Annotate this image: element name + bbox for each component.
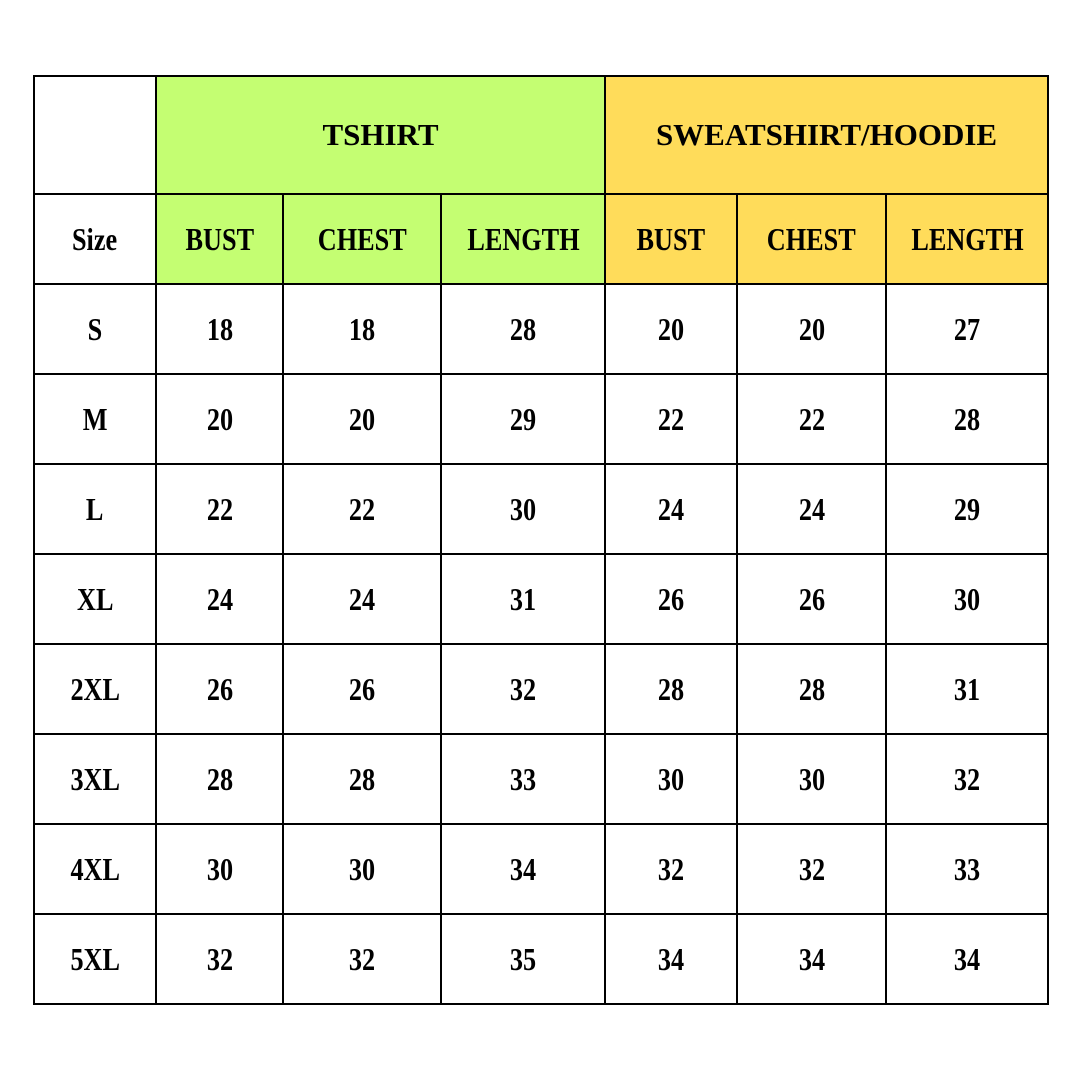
group-header-row: TSHIRT SWEATSHIRT/HOODIE	[33, 75, 1050, 195]
measurement-cell: 32	[736, 823, 887, 915]
column-header: BUST	[604, 193, 738, 285]
table-row: 2XL 26 26 32 28 28 31	[33, 643, 1050, 735]
measurement-cell: 32	[282, 913, 442, 1005]
measurement-cell: 30	[604, 733, 738, 825]
sweatshirt-group-header: SWEATSHIRT/HOODIE	[603, 75, 1050, 195]
measurement-cell: 34	[604, 913, 738, 1005]
table-row: L 22 22 30 24 24 29	[33, 463, 1050, 555]
size-label-cell: 4XL	[33, 823, 157, 915]
measurement-cell: 30	[440, 463, 606, 555]
tshirt-group-header: TSHIRT	[155, 75, 606, 195]
measurement-cell: 22	[736, 373, 887, 465]
empty-corner-cell	[33, 75, 157, 195]
measurement-cell: 24	[604, 463, 738, 555]
measurement-cell: 22	[282, 463, 442, 555]
measurement-cell: 32	[440, 643, 606, 735]
measurement-cell: 28	[440, 283, 606, 375]
table-row: 4XL 30 30 34 32 32 33	[33, 823, 1050, 915]
measurement-cell: 30	[884, 553, 1050, 645]
measurement-cell: 31	[440, 553, 606, 645]
measurement-cell: 33	[884, 823, 1050, 915]
measurement-cell: 24	[736, 463, 887, 555]
size-chart-table: TSHIRT SWEATSHIRT/HOODIE Size BUST CHEST LE…	[33, 75, 1050, 1005]
measurement-cell: 27	[884, 283, 1050, 375]
measurement-cell: 29	[440, 373, 606, 465]
measurement-cell: 31	[884, 643, 1050, 735]
size-label-cell: L	[33, 463, 157, 555]
measurement-cell: 18	[155, 283, 284, 375]
column-header: LENGTH	[884, 193, 1050, 285]
table-row: 3XL 28 28 33 30 30 32	[33, 733, 1050, 825]
measurement-cell: 26	[155, 643, 284, 735]
measurement-cell: 28	[884, 373, 1050, 465]
measurement-cell: 24	[155, 553, 284, 645]
measurement-cell: 32	[155, 913, 284, 1005]
table-row: S 18 18 28 20 20 27	[33, 283, 1050, 375]
measurement-cell: 20	[282, 373, 442, 465]
column-header: BUST	[155, 193, 284, 285]
size-label-cell: M	[33, 373, 157, 465]
measurement-cell: 32	[884, 733, 1050, 825]
measurement-cell: 26	[736, 553, 887, 645]
size-label-cell: XL	[33, 553, 157, 645]
size-label-cell: 2XL	[33, 643, 157, 735]
measurement-cell: 28	[604, 643, 738, 735]
measurement-cell: 28	[155, 733, 284, 825]
column-header-row: Size BUST CHEST LENGTH BUST CHEST LENGTH	[33, 193, 1050, 285]
measurement-cell: 35	[440, 913, 606, 1005]
column-header: CHEST	[282, 193, 442, 285]
measurement-cell: 18	[282, 283, 442, 375]
measurement-cell: 30	[282, 823, 442, 915]
measurement-cell: 34	[736, 913, 887, 1005]
measurement-cell: 26	[604, 553, 738, 645]
column-header: LENGTH	[440, 193, 606, 285]
measurement-cell: 20	[604, 283, 738, 375]
measurement-cell: 28	[282, 733, 442, 825]
table-row: M 20 20 29 22 22 28	[33, 373, 1050, 465]
size-label-cell: 3XL	[33, 733, 157, 825]
measurement-cell: 20	[155, 373, 284, 465]
table-row: XL 24 24 31 26 26 30	[33, 553, 1050, 645]
size-label-cell: 5XL	[33, 913, 157, 1005]
measurement-cell: 34	[440, 823, 606, 915]
measurement-cell: 28	[736, 643, 887, 735]
measurement-cell: 24	[282, 553, 442, 645]
measurement-cell: 30	[155, 823, 284, 915]
measurement-cell: 32	[604, 823, 738, 915]
measurement-cell: 34	[884, 913, 1050, 1005]
column-header: CHEST	[736, 193, 887, 285]
measurement-cell: 29	[884, 463, 1050, 555]
size-label-cell: S	[33, 283, 157, 375]
measurement-cell: 22	[155, 463, 284, 555]
table-row: 5XL 32 32 35 34 34 34	[33, 913, 1050, 1005]
measurement-cell: 22	[604, 373, 738, 465]
measurement-cell: 26	[282, 643, 442, 735]
measurement-cell: 20	[736, 283, 887, 375]
measurement-cell: 33	[440, 733, 606, 825]
measurement-cell: 30	[736, 733, 887, 825]
column-header: Size	[33, 193, 157, 285]
